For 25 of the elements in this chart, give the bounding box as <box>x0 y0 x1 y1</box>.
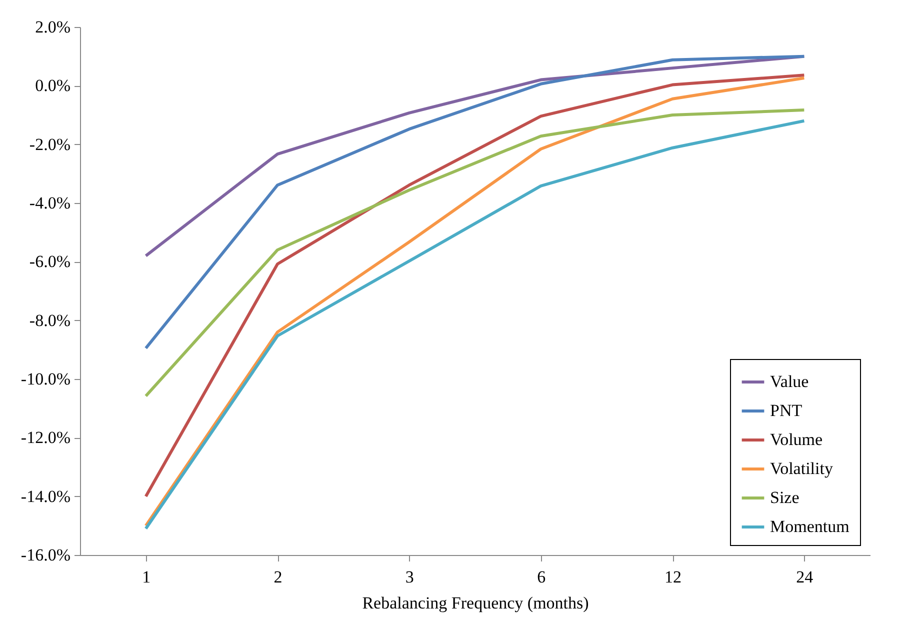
y-tick-label: -10.0% <box>20 370 70 388</box>
x-tick-label: 12 <box>664 568 682 586</box>
legend-label: Volatility <box>770 459 834 478</box>
line-series <box>144 54 806 350</box>
legend-label: Volume <box>770 430 823 449</box>
y-tick-label: -6.0% <box>29 252 70 272</box>
y-tick-label: -12.0% <box>20 428 70 448</box>
y-tick-label: 0.0% <box>35 76 70 96</box>
y-tick-label: 2.0% <box>35 18 70 36</box>
x-tick-label: 24 <box>796 568 814 586</box>
x-tick-label: 6 <box>537 568 546 586</box>
y-tick-label: -8.0% <box>29 310 70 330</box>
legend-label: Value <box>770 372 809 391</box>
y-tick-label: -14.0% <box>20 486 70 506</box>
x-tick-label: 1 <box>142 568 151 586</box>
x-axis-title: Rebalancing Frequency (months) <box>362 594 589 612</box>
legend-label: Size <box>770 488 800 507</box>
y-tick-label: -2.0% <box>29 134 70 154</box>
legend-label: Momentum <box>770 517 850 536</box>
legend-label: PNT <box>770 401 803 420</box>
x-tick-label: 3 <box>405 568 414 586</box>
x-tick-label: 2 <box>274 568 282 586</box>
y-tick-label: -16.0% <box>20 546 70 564</box>
line-series <box>144 54 806 258</box>
y-tick-label: -4.0% <box>29 194 70 212</box>
